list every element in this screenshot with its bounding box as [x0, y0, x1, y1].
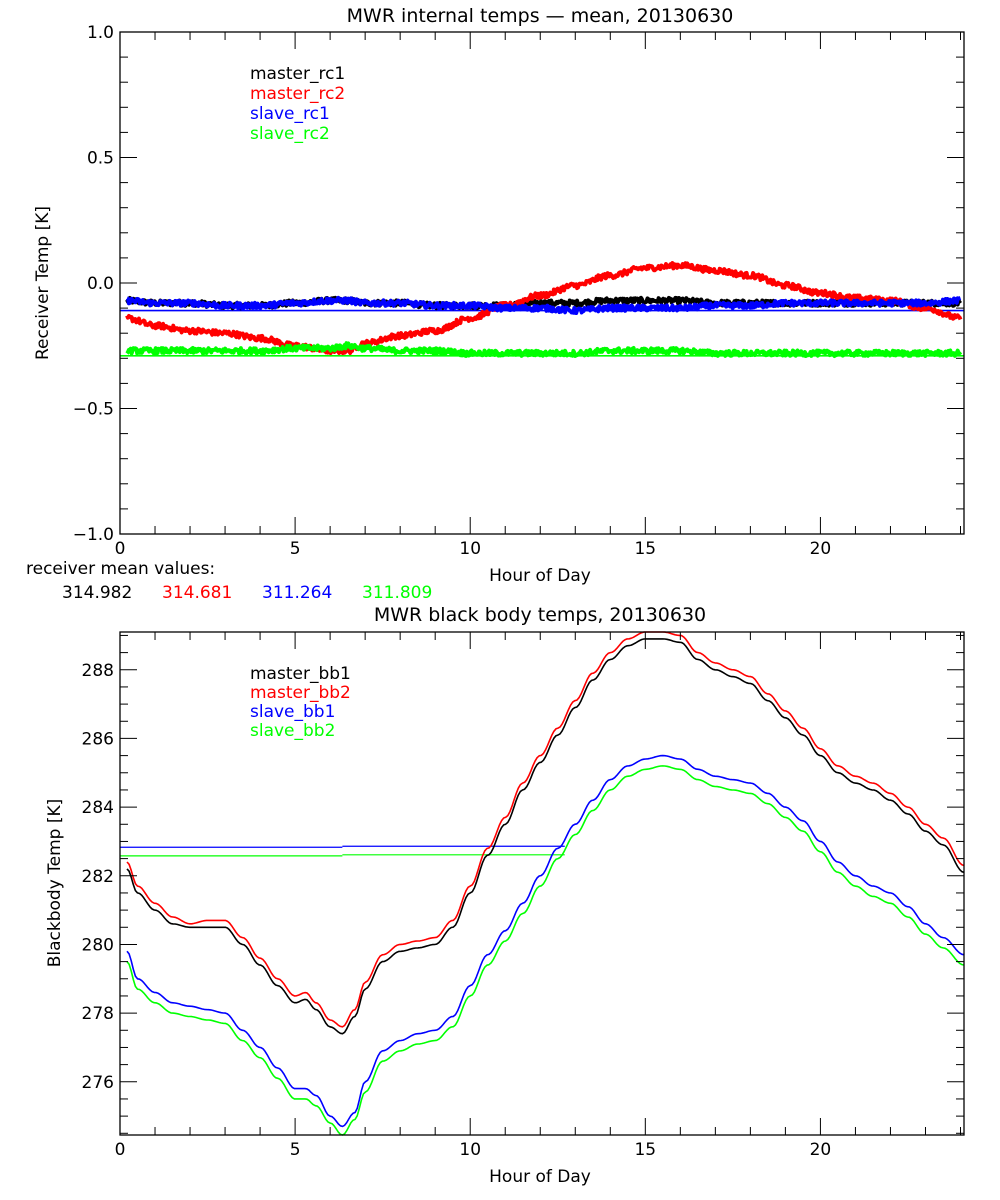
y-tick-label: 0.5 [87, 149, 114, 169]
series-line-master_bb1 [126, 638, 965, 1035]
x-tick-label: 5 [290, 1140, 301, 1160]
receiver-mean-values: 314.982 314.681 311.264 311.809 [62, 583, 432, 603]
blackbody-temp-chart: MWR black body temps, 20130630 0 5 10 15 20 2… [45, 604, 965, 1187]
x-tick-label: 5 [290, 539, 301, 559]
series-line-slave_rc2 [125, 341, 963, 358]
y-tick-label: 286 [82, 729, 114, 749]
y-tick-label: −0.5 [73, 400, 114, 420]
axis-ticks: 0 5 10 15 20 −1.0 −0.5 0.0 0.5 1.0 [73, 23, 964, 559]
x-tick-label: 0 [115, 1140, 126, 1160]
x-axis-label: Hour of Day [489, 566, 591, 586]
y-tick-label: 284 [82, 798, 114, 818]
x-tick-label: 20 [810, 1140, 832, 1160]
y-axis-label: Blackbody Temp [K] [45, 799, 65, 968]
series-line-slave_rc1 [125, 295, 962, 315]
series-line-master_rc2 [125, 261, 963, 356]
x-axis-label: Hour of Day [489, 1167, 591, 1187]
legend-item-master_rc2: master_rc2 [250, 84, 345, 104]
series-line-slave_bb2 [126, 765, 965, 1136]
y-tick-label: 0.0 [87, 274, 114, 294]
legend-item-slave_rc1: slave_rc1 [250, 104, 330, 124]
series-group [120, 631, 965, 1136]
slave_bb2-mean-line [120, 854, 565, 857]
receiver-mean-value: 311.264 [262, 583, 332, 603]
slave_bb1-mean-line [120, 845, 565, 848]
plot-frame [119, 631, 965, 1136]
axis-ticks: 0 5 10 15 20 276 278 280 282 284 286 288 [82, 632, 964, 1160]
chart-title: MWR internal temps — mean, 20130630 [347, 5, 734, 27]
x-tick-label: 10 [459, 1140, 481, 1160]
legend-item-slave_rc2: slave_rc2 [250, 124, 330, 144]
series-line-master_bb2 [126, 631, 965, 1028]
receiver-mean-value: 314.681 [162, 583, 232, 603]
x-tick-label: 0 [115, 539, 126, 559]
y-tick-label: 280 [82, 935, 114, 955]
x-tick-label: 20 [810, 539, 832, 559]
legend-item-master_rc1: master_rc1 [250, 64, 345, 84]
legend-item-slave_bb1: slave_bb1 [250, 702, 335, 722]
legend-item-master_bb1: master_bb1 [250, 664, 351, 684]
x-tick-label: 10 [459, 539, 481, 559]
receiver-mean-value: 311.809 [362, 583, 432, 603]
x-tick-label: 15 [634, 1140, 656, 1160]
y-tick-label: 276 [82, 1073, 114, 1093]
receiver-temp-chart: MWR internal temps — mean, 20130630 0 5 10… [26, 5, 965, 603]
y-axis-label: Receiver Temp [K] [33, 206, 53, 360]
x-tick-label: 15 [634, 539, 656, 559]
receiver-mean-label: receiver mean values: [26, 559, 215, 579]
legend-item-slave_bb2: slave_bb2 [250, 721, 335, 741]
y-tick-label: 1.0 [87, 23, 114, 43]
y-tick-label: −1.0 [73, 525, 114, 545]
legend-item-master_bb2: master_bb2 [250, 683, 351, 703]
y-tick-label: 282 [82, 867, 114, 887]
plot-frame [119, 31, 965, 535]
series-line-slave_bb1 [126, 754, 965, 1128]
receiver-mean-value: 314.982 [62, 583, 132, 603]
y-tick-label: 278 [82, 1004, 114, 1024]
y-tick-label: 288 [82, 661, 114, 681]
chart-title: MWR black body temps, 20130630 [374, 604, 706, 626]
series-group [120, 261, 964, 358]
